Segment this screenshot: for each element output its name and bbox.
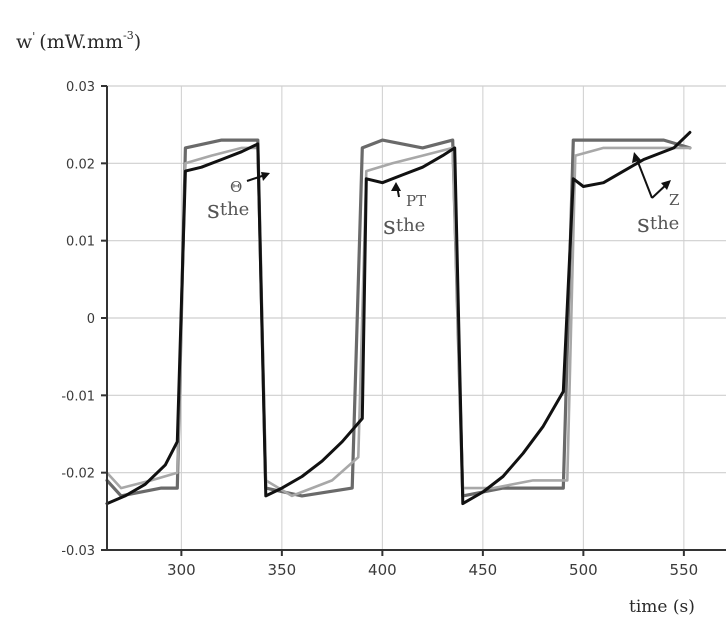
y-tick-label: 0 xyxy=(87,312,95,327)
annotation-z: sthe Z xyxy=(632,152,679,238)
annotation-z-label: sthe xyxy=(637,209,679,238)
annotation-z-arrow-1 xyxy=(635,156,653,199)
y-tick-label: -0.01 xyxy=(61,389,95,404)
x-tick-label: 400 xyxy=(368,561,397,579)
annotation-z-arrowhead-1 xyxy=(632,152,641,163)
annotation-theta-label: sthe xyxy=(207,195,249,224)
y-tick-label: 0.02 xyxy=(66,157,95,172)
annotation-pt: sthe PT xyxy=(383,182,426,240)
annotation-pt-arrowhead xyxy=(391,182,401,191)
series-layer xyxy=(105,130,692,506)
y-axis-label: w' (mW.mm-3) xyxy=(16,29,141,53)
y-tick-label: -0.02 xyxy=(61,467,95,482)
grid xyxy=(107,85,726,550)
annotation-theta-sup: Θ xyxy=(230,178,242,196)
y-tick-label: 0.01 xyxy=(66,235,95,250)
x-tick-label: 450 xyxy=(469,561,498,579)
x-tick-label: 300 xyxy=(167,561,196,579)
x-axis-label: time (s) xyxy=(629,597,695,617)
annotation-z-arrowhead-2 xyxy=(661,180,671,190)
x-tick-label: 500 xyxy=(569,561,598,579)
y-tick-label: 0.03 xyxy=(66,80,95,95)
annotation-theta-arrowhead xyxy=(261,172,270,181)
annotation-pt-sup: PT xyxy=(406,192,426,210)
x-tick-label: 350 xyxy=(268,561,297,579)
y-tick-label: -0.03 xyxy=(61,544,95,559)
annotation-pt-label: sthe xyxy=(383,211,425,240)
series-line-model xyxy=(105,130,692,506)
annotation-theta: sthe Θ xyxy=(207,172,270,224)
ticks: 0.03 0.02 0.01 0 -0.01 -0.02 -0.03 300 350 400 450… xyxy=(61,80,698,579)
x-tick-label: 550 xyxy=(670,561,699,579)
annotation-z-sup: Z xyxy=(669,191,679,209)
